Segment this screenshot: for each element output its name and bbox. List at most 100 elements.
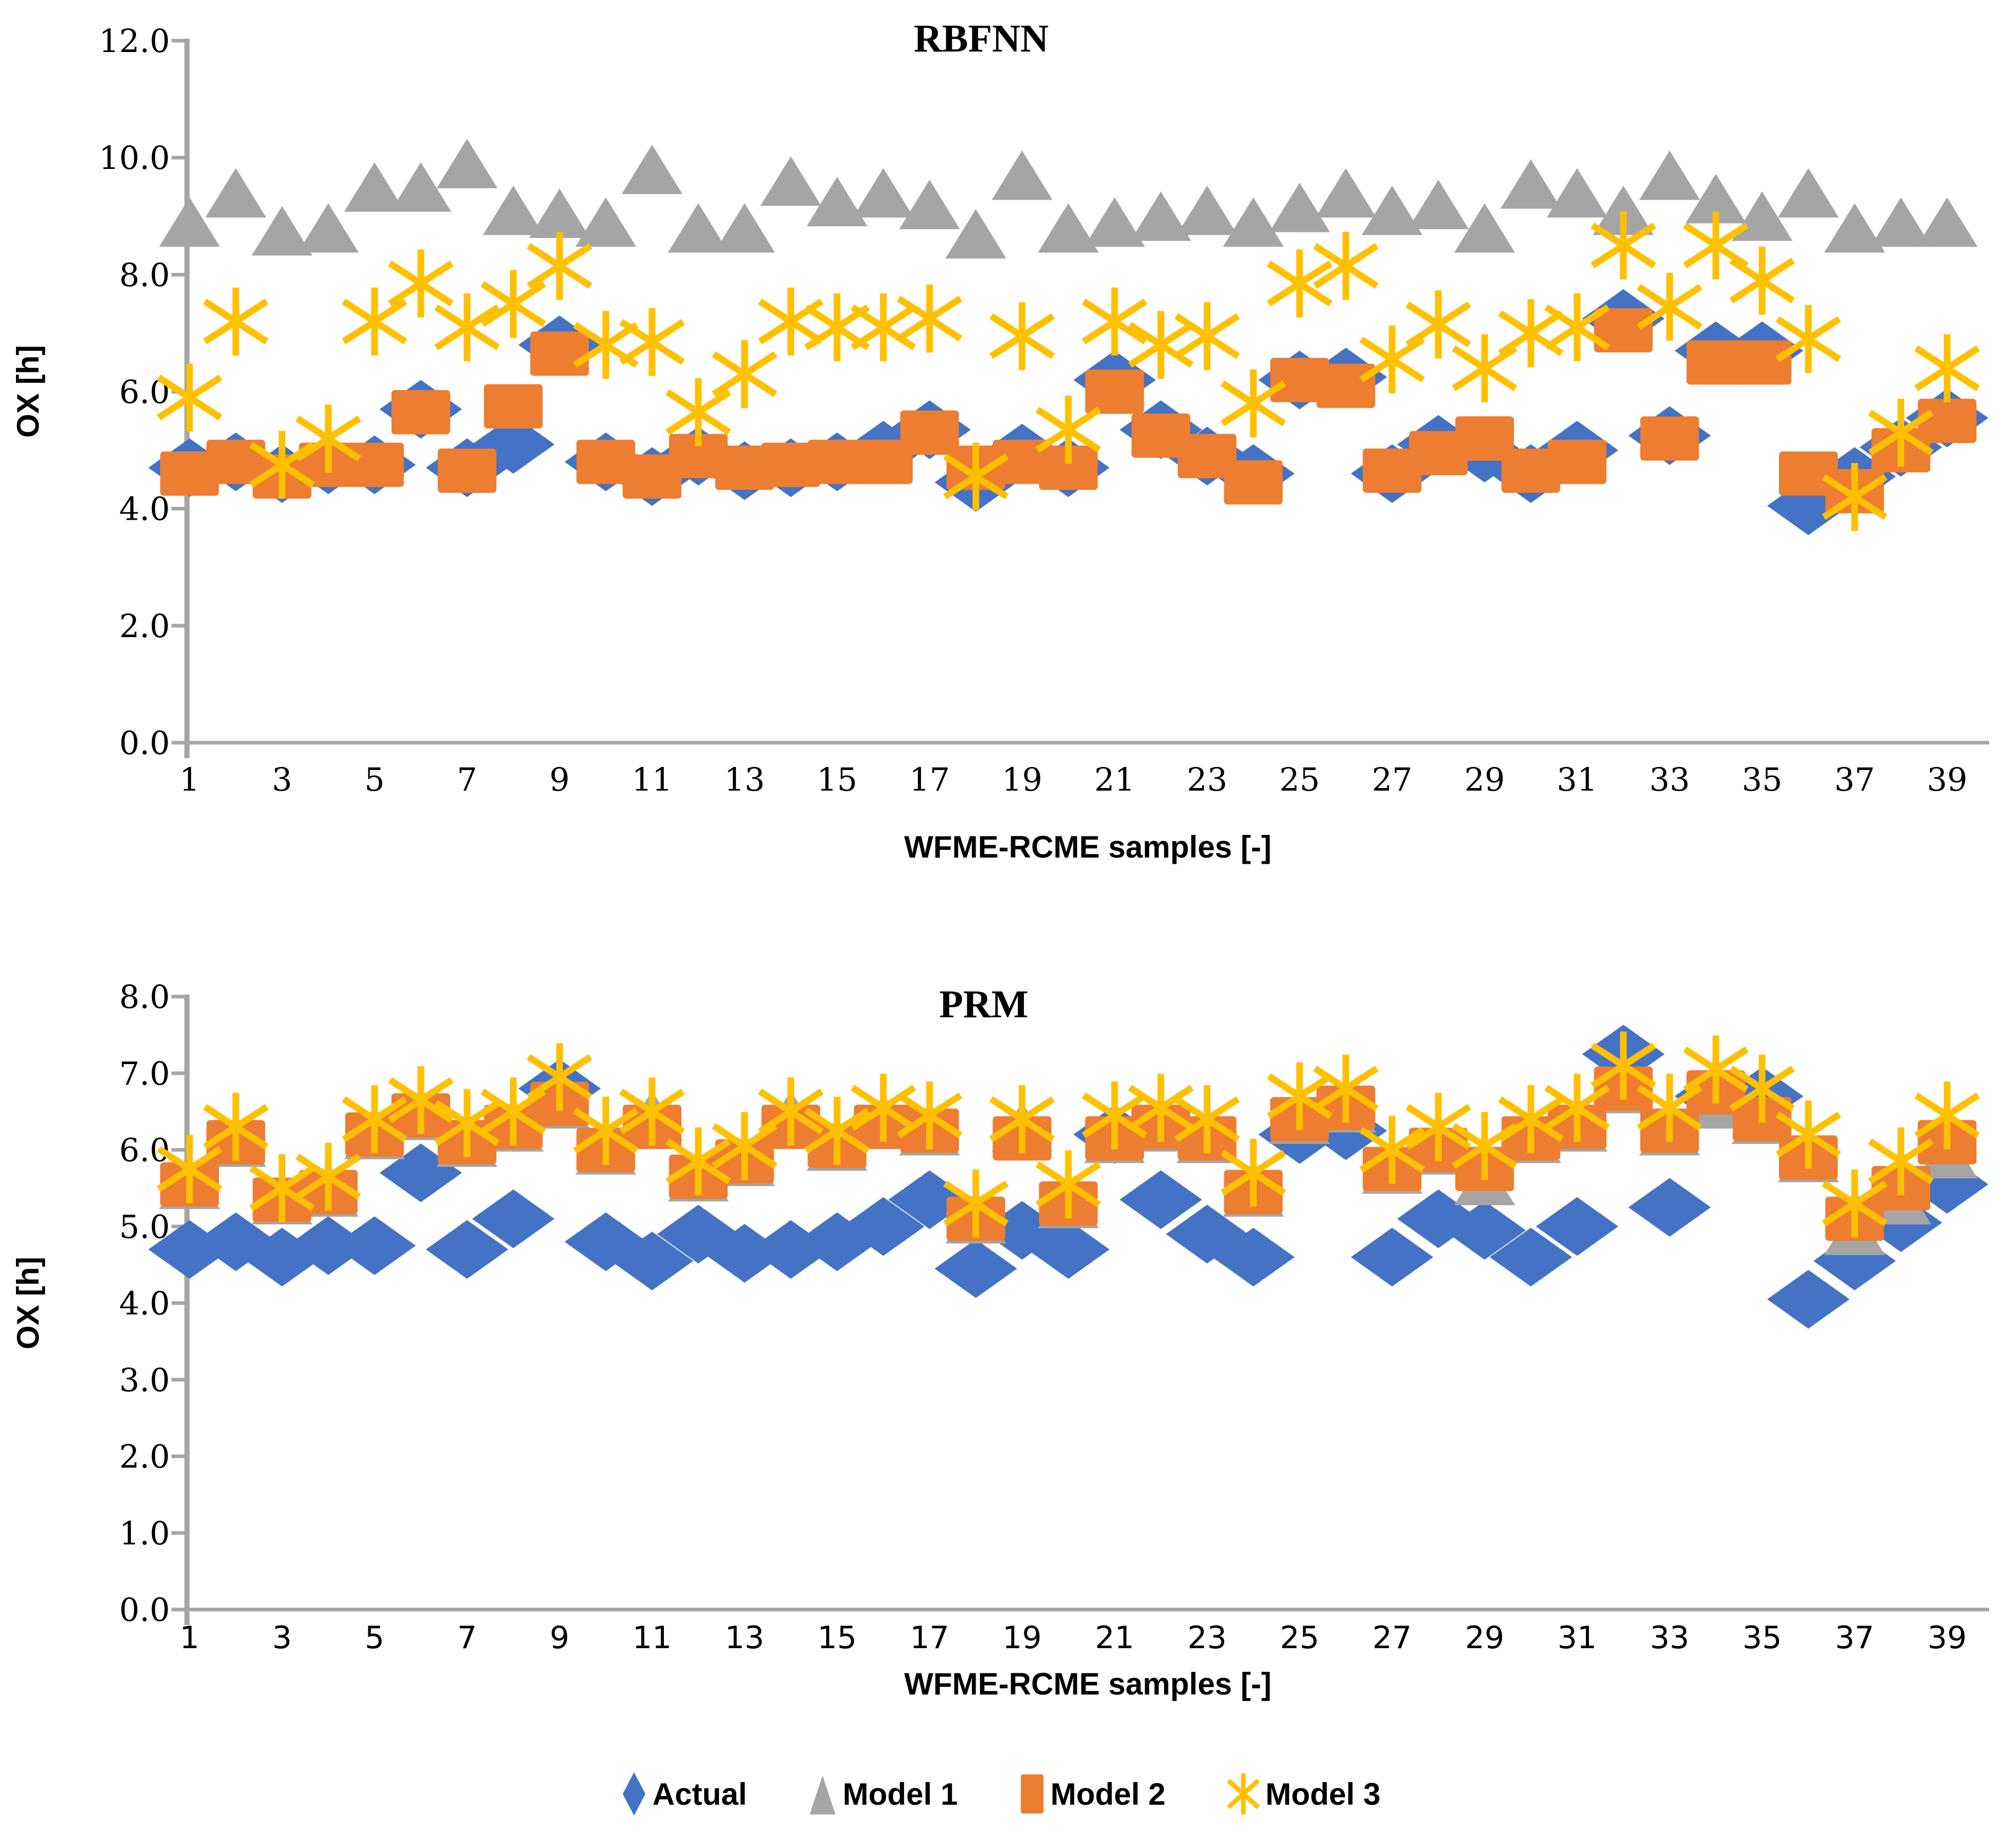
data-point-star (388, 1066, 454, 1134)
data-point-star (1868, 1127, 1934, 1195)
data-point-square (1224, 460, 1283, 505)
data-point-triangle (760, 156, 822, 206)
plot-rbfnn: 0.02.04.06.08.010.012.01 3 5 7 9 11 13 15 17 19 21… (99, 22, 1989, 798)
data-point-square (1409, 431, 1468, 475)
x-tick-label: 11 (632, 1620, 672, 1656)
data-point-star (989, 302, 1055, 370)
data-point-triangle (1408, 180, 1469, 230)
x-tick-label: 3 (272, 1620, 292, 1656)
data-point-star (203, 287, 269, 356)
data-point-diamond (842, 1197, 925, 1256)
data-point-square (1455, 416, 1514, 461)
data-point-star (1406, 1092, 1472, 1161)
data-point-star (1174, 1085, 1240, 1153)
data-point-star (758, 1077, 824, 1146)
data-point-triangle (483, 185, 544, 235)
data-point-diamond (1490, 1227, 1572, 1287)
x-tick-label: 31 (1557, 761, 1598, 798)
data-point-triangle (945, 209, 1006, 259)
x-tick-label: 21 (1095, 1620, 1134, 1656)
x-tick-label: 37 (1834, 761, 1875, 798)
data-point-star (1498, 1085, 1564, 1153)
data-point-star (897, 284, 963, 353)
data-point-square (391, 390, 450, 435)
data-point-triangle (575, 197, 637, 247)
data-point-square (1316, 364, 1375, 408)
x-tick-label: 1 (180, 1620, 199, 1656)
data-point-square (1594, 308, 1653, 353)
data-point-square (1501, 448, 1561, 493)
y-tick-label: 10.0 (99, 139, 170, 177)
data-point-star (1590, 1031, 1656, 1100)
data-point-triangle (529, 189, 590, 238)
y-tick-label: 2.0 (119, 1438, 170, 1476)
data-point-triangle (436, 139, 498, 189)
data-point-star (850, 293, 916, 362)
series-model-3 (157, 211, 1980, 531)
rbfnn-chart-title: RBFNN (914, 17, 1049, 60)
y-tick-label: 7.0 (119, 1055, 170, 1092)
y-tick-label: 0.0 (119, 724, 170, 762)
square-icon (1020, 1774, 1044, 1813)
data-point-star (850, 1073, 916, 1142)
legend-label-model2: Model 2 (1050, 1776, 1166, 1811)
legend-item-model2: Model 2 (1019, 1769, 1166, 1819)
data-point-star (1544, 293, 1610, 362)
data-point-triangle (899, 180, 960, 230)
data-point-star (1128, 311, 1194, 379)
data-point-triangle (1500, 159, 1562, 209)
data-point-triangle (668, 203, 729, 253)
data-point-diamond (1443, 1201, 1526, 1260)
y-tick-label: 8.0 (119, 978, 170, 1016)
chart-legend: Actual Model 1 Model 2 Model 3 (0, 1755, 2001, 1833)
data-point-triangle (853, 168, 914, 218)
prm-y-axis-title: OX [h] (11, 1257, 45, 1349)
data-point-star (1822, 1169, 1888, 1238)
data-point-diamond (1536, 1197, 1618, 1256)
data-point-star (1267, 249, 1332, 318)
data-point-square (1640, 416, 1699, 461)
data-point-triangle (1454, 203, 1515, 253)
data-point-square (1177, 434, 1237, 478)
data-point-star (712, 340, 778, 408)
data-point-triangle (1639, 150, 1700, 200)
data-point-star (573, 1097, 639, 1165)
data-point-diamond (1212, 1227, 1295, 1287)
data-point-diamond (611, 1231, 693, 1291)
data-point-star (341, 1085, 407, 1153)
data-point-diamond (333, 1216, 416, 1275)
data-point-star (1775, 305, 1841, 373)
data-point-diamond (1350, 1227, 1433, 1287)
x-tick-label: 15 (817, 761, 858, 798)
data-point-square (1779, 451, 1838, 496)
rbfnn-x-axis-title: WFME-RCME samples [-] (904, 830, 1271, 864)
legend-item-model3: Model 3 (1226, 1769, 1380, 1819)
x-tick-label: 35 (1742, 761, 1783, 798)
data-point-star (1082, 1081, 1148, 1150)
data-point-star (665, 378, 731, 447)
data-point-square (808, 439, 867, 484)
data-point-triangle (1176, 185, 1238, 235)
data-point-star (1035, 1150, 1101, 1219)
data-point-star (1174, 302, 1240, 370)
x-tick-label: 17 (910, 1620, 949, 1656)
data-point-square (993, 439, 1052, 484)
x-tick-label: 23 (1187, 761, 1227, 798)
data-point-square (900, 410, 959, 455)
x-tick-label: 5 (364, 761, 384, 798)
data-point-star (1220, 369, 1286, 438)
data-point-star (1729, 246, 1795, 315)
data-point-triangle (1223, 197, 1284, 247)
data-point-triangle (298, 203, 359, 253)
x-tick-label: 33 (1650, 1620, 1689, 1656)
data-point-star (943, 442, 1009, 511)
x-tick-label: 25 (1280, 1620, 1319, 1656)
data-point-square (1039, 446, 1098, 490)
data-point-star (1637, 272, 1703, 341)
legend-label-model1: Model 1 (843, 1776, 958, 1811)
data-point-star (1590, 211, 1656, 280)
y-tick-label: 8.0 (119, 256, 170, 294)
data-point-star (619, 307, 685, 376)
data-point-triangle (1269, 182, 1330, 232)
